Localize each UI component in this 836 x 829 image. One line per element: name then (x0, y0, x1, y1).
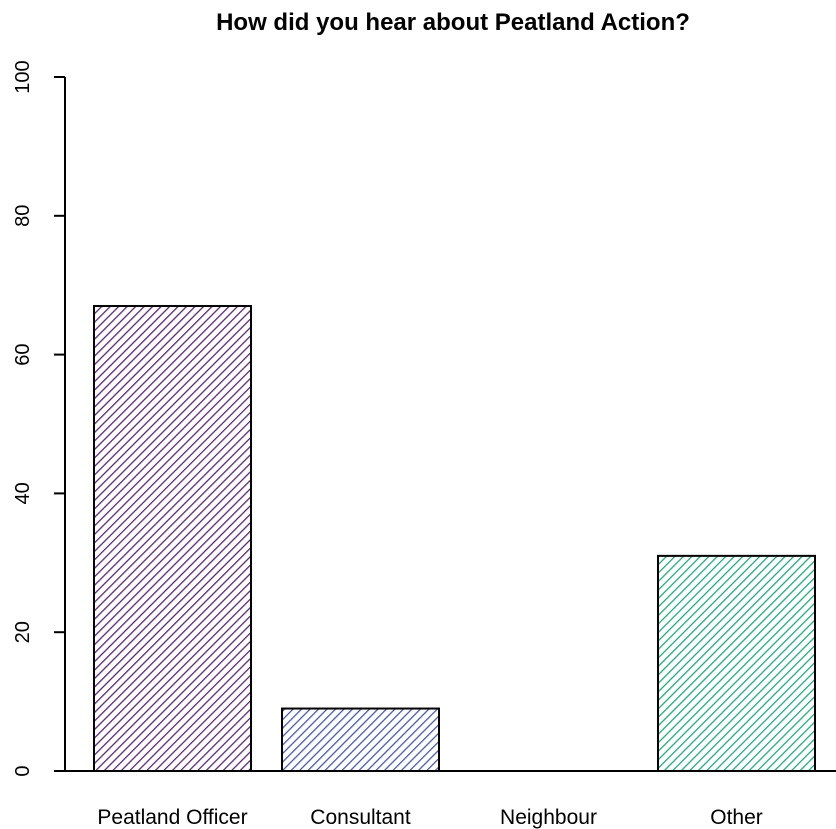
bars (93, 305, 816, 772)
chart-title: How did you hear about Peatland Action? (216, 9, 690, 36)
x-category-label: Peatland Officer (97, 806, 247, 829)
x-category-label: Other (710, 806, 763, 829)
y-tick-label: 0 (12, 765, 34, 776)
bar-peatland-officer (93, 305, 252, 772)
y-tick-label: 60 (12, 343, 34, 365)
y-tick-label: 20 (12, 621, 34, 643)
bar-other (657, 554, 816, 772)
x-category-label: Consultant (310, 806, 411, 829)
y-tick-label: 40 (12, 482, 34, 504)
bar-consultant (281, 707, 440, 772)
y-axis: 0 20 40 60 80 100 (12, 60, 66, 777)
x-category-label: Neighbour (500, 806, 597, 829)
category-labels: Peatland Officer Consultant Neighbour Other (97, 806, 762, 829)
y-tick-label: 100 (12, 60, 34, 93)
y-tick-label: 80 (12, 205, 34, 227)
